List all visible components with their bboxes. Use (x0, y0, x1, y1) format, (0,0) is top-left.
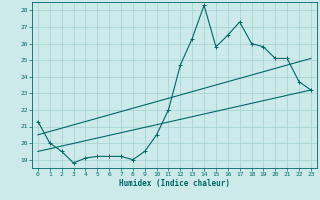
X-axis label: Humidex (Indice chaleur): Humidex (Indice chaleur) (119, 179, 230, 188)
